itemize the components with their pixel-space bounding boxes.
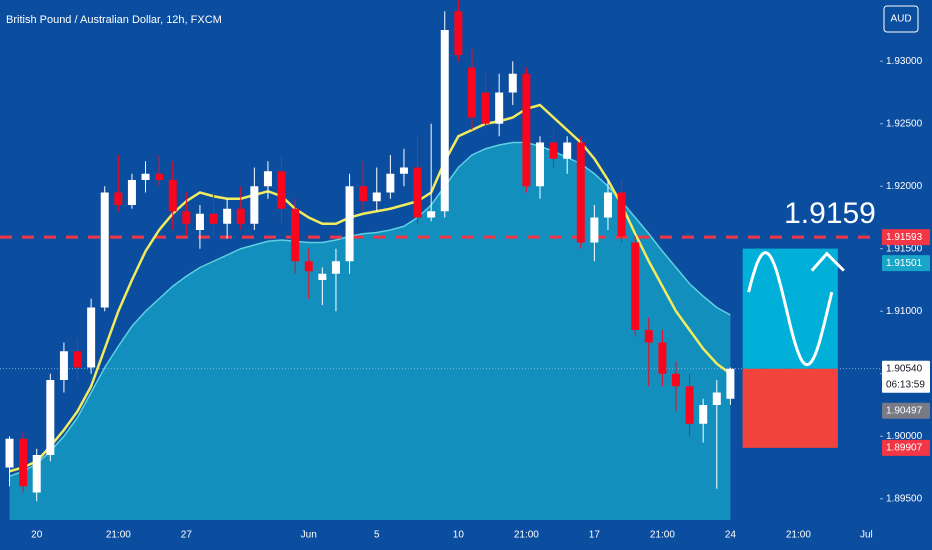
x-tick-label: Jun <box>301 530 317 541</box>
wave <box>747 251 834 367</box>
candle-body <box>617 192 626 237</box>
candle-body <box>73 351 82 368</box>
candle-body <box>671 373 680 387</box>
candle-body <box>603 192 612 218</box>
y-tick-label: 1.91000 <box>886 306 923 317</box>
candle-body <box>590 217 599 243</box>
price-tag <box>882 229 930 246</box>
candle-body <box>685 386 694 424</box>
x-tick-label: 5 <box>374 530 380 541</box>
candle-body <box>263 171 272 187</box>
y-tick-label: 1.92500 <box>886 118 923 129</box>
candle-body <box>127 180 136 205</box>
candle-body <box>87 307 96 368</box>
candle-body <box>644 330 653 343</box>
price-tag-label: 1.91593 <box>886 232 923 243</box>
y-tick-label: 1.90000 <box>886 431 923 442</box>
candle-body <box>467 67 476 118</box>
candle-body <box>141 173 150 180</box>
y-tick-label: 1.93000 <box>886 56 923 67</box>
candle-body <box>209 213 218 224</box>
candle-body <box>291 208 300 262</box>
candle-body <box>182 211 191 224</box>
wave-arrow <box>810 251 845 272</box>
candle-body <box>413 167 422 218</box>
chart-title: British Pound / Australian Dollar, 12h, … <box>6 14 222 26</box>
price-tag <box>882 360 930 393</box>
candle-body <box>372 192 381 202</box>
candle-body <box>576 142 585 243</box>
price-tag-label: 1.91501 <box>886 258 923 269</box>
candle-body <box>522 73 531 187</box>
candle-body <box>427 211 436 218</box>
candle-body <box>32 455 41 493</box>
candle-body <box>236 208 245 224</box>
y-tick-label: 1.89500 <box>886 493 923 504</box>
candle-body <box>699 405 708 424</box>
candle-body <box>250 186 259 224</box>
x-tick-label: 21:00 <box>106 530 131 541</box>
candle-body <box>359 186 368 202</box>
candle-body <box>535 142 544 187</box>
price-tag-label: 1.90497 <box>886 405 923 416</box>
countdown: 06:13:59 <box>886 379 925 390</box>
candle-body <box>114 192 123 205</box>
candle-body <box>495 92 504 124</box>
moving-average <box>9 103 732 473</box>
candle-body <box>712 392 721 405</box>
candle-body <box>331 261 340 274</box>
candle-body <box>318 273 327 280</box>
candle-body <box>549 142 558 159</box>
candle-body <box>440 30 449 212</box>
price-tag <box>882 439 930 456</box>
x-tick-label: 20 <box>31 530 43 541</box>
x-tick-label: 10 <box>453 530 465 541</box>
candle-body <box>481 92 490 124</box>
x-tick-label: 21:00 <box>650 530 675 541</box>
price-tag-label: 1.89907 <box>886 443 923 454</box>
currency-button-frame[interactable] <box>883 5 919 33</box>
price-tag-label: 1.90540 <box>886 363 923 374</box>
x-tick-label: 27 <box>181 530 193 541</box>
x-tick-label: Jul <box>860 530 873 541</box>
candle-body <box>5 438 14 468</box>
candle-body <box>304 261 313 272</box>
candle-body <box>168 180 177 212</box>
candle-body <box>155 173 164 180</box>
candle-body <box>508 73 517 93</box>
candle-body <box>658 342 667 374</box>
price-tag <box>882 255 930 272</box>
x-tick-label: 21:00 <box>514 530 539 541</box>
band-edge <box>9 141 731 477</box>
candle-body <box>563 142 572 159</box>
candle-body <box>399 167 408 174</box>
candle-body <box>726 368 735 399</box>
candle-body <box>19 438 28 487</box>
candle-body <box>46 380 55 455</box>
candle-body <box>345 186 354 262</box>
candle-body <box>223 208 232 224</box>
candle-body <box>277 171 286 209</box>
x-tick-label: 21:00 <box>786 530 811 541</box>
candle-body <box>454 11 463 55</box>
price-tag <box>882 402 930 419</box>
candle-body <box>631 242 640 330</box>
currency-button[interactable]: AUD <box>890 14 911 25</box>
target-zone <box>742 248 838 369</box>
y-tick-label: 1.92000 <box>886 181 923 192</box>
candle-body <box>59 351 68 380</box>
candle-body <box>100 192 109 308</box>
candle-body <box>195 213 204 230</box>
stop-zone <box>742 368 838 448</box>
annotation: 1.9159 <box>784 197 876 230</box>
x-tick-label: 24 <box>725 530 737 541</box>
x-tick-label: 17 <box>589 530 601 541</box>
candle-body <box>386 173 395 193</box>
y-tick-label: 1.91500 <box>886 243 923 254</box>
